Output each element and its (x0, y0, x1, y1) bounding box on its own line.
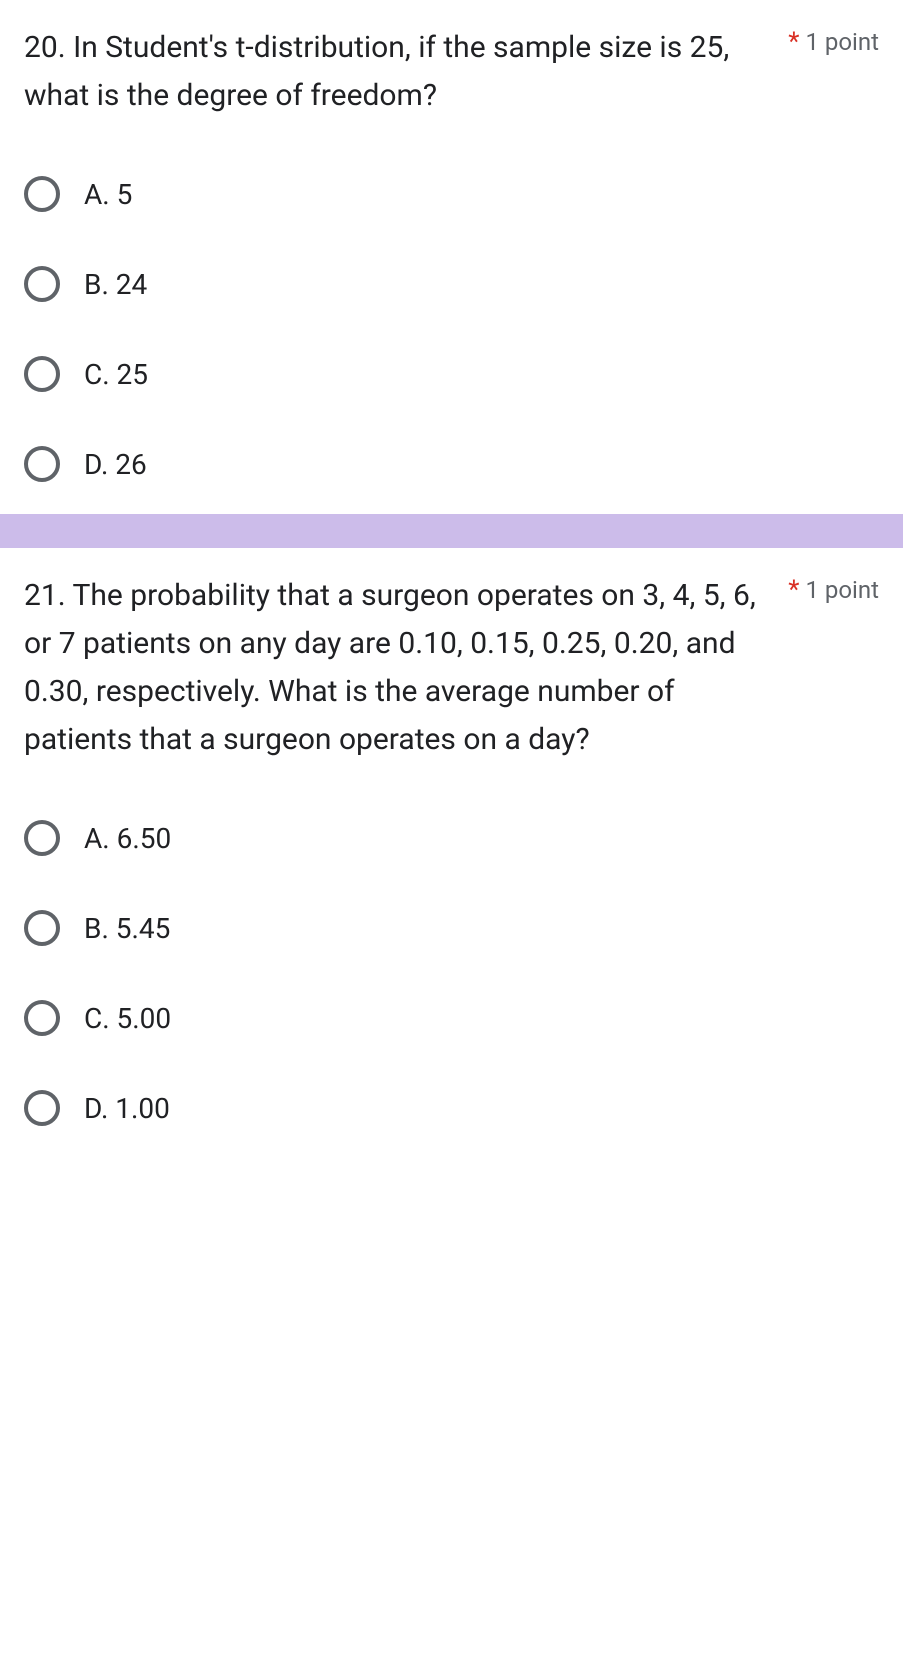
option-label[interactable]: C. 5.00 (84, 1002, 171, 1035)
question-text: 20. In Student's t-distribution, if the … (24, 24, 772, 120)
question-card-20: 20. In Student's t-distribution, if the … (0, 0, 903, 514)
question-text-wrap: 20. In Student's t-distribution, if the … (24, 24, 772, 120)
options-group: A. 6.50 B. 5.45 C. 5.00 D. 1.00 (24, 820, 879, 1126)
option-row-a[interactable]: A. 5 (24, 176, 879, 212)
points-indicator: * 1 point (788, 24, 879, 56)
option-row-d[interactable]: D. 1.00 (24, 1090, 879, 1126)
radio-icon[interactable] (24, 356, 60, 392)
radio-icon[interactable] (24, 176, 60, 212)
option-label[interactable]: C. 25 (84, 358, 148, 391)
options-group: A. 5 B. 24 C. 25 D. 26 (24, 176, 879, 482)
question-header: 20. In Student's t-distribution, if the … (24, 24, 879, 120)
option-row-c[interactable]: C. 5.00 (24, 1000, 879, 1036)
option-label[interactable]: A. 5 (84, 178, 132, 211)
question-header: 21. The probability that a surgeon opera… (24, 572, 879, 764)
option-label[interactable]: D. 1.00 (84, 1092, 170, 1125)
option-row-b[interactable]: B. 24 (24, 266, 879, 302)
option-label[interactable]: A. 6.50 (84, 822, 171, 855)
radio-icon[interactable] (24, 446, 60, 482)
points-label: 1 point (805, 28, 879, 56)
radio-icon[interactable] (24, 266, 60, 302)
required-asterisk-icon: * (788, 577, 799, 603)
question-card-21: 21. The probability that a surgeon opera… (0, 548, 903, 1158)
option-label[interactable]: B. 5.45 (84, 912, 170, 945)
radio-icon[interactable] (24, 820, 60, 856)
radio-icon[interactable] (24, 910, 60, 946)
option-label[interactable]: B. 24 (84, 268, 147, 301)
radio-icon[interactable] (24, 1090, 60, 1126)
radio-icon[interactable] (24, 1000, 60, 1036)
option-label[interactable]: D. 26 (84, 448, 147, 481)
option-row-a[interactable]: A. 6.50 (24, 820, 879, 856)
points-label: 1 point (805, 576, 879, 604)
option-row-d[interactable]: D. 26 (24, 446, 879, 482)
question-text: 21. The probability that a surgeon opera… (24, 572, 772, 764)
option-row-b[interactable]: B. 5.45 (24, 910, 879, 946)
question-divider (0, 514, 903, 548)
option-row-c[interactable]: C. 25 (24, 356, 879, 392)
points-indicator: * 1 point (788, 572, 879, 604)
question-text-wrap: 21. The probability that a surgeon opera… (24, 572, 772, 764)
required-asterisk-icon: * (788, 29, 799, 55)
